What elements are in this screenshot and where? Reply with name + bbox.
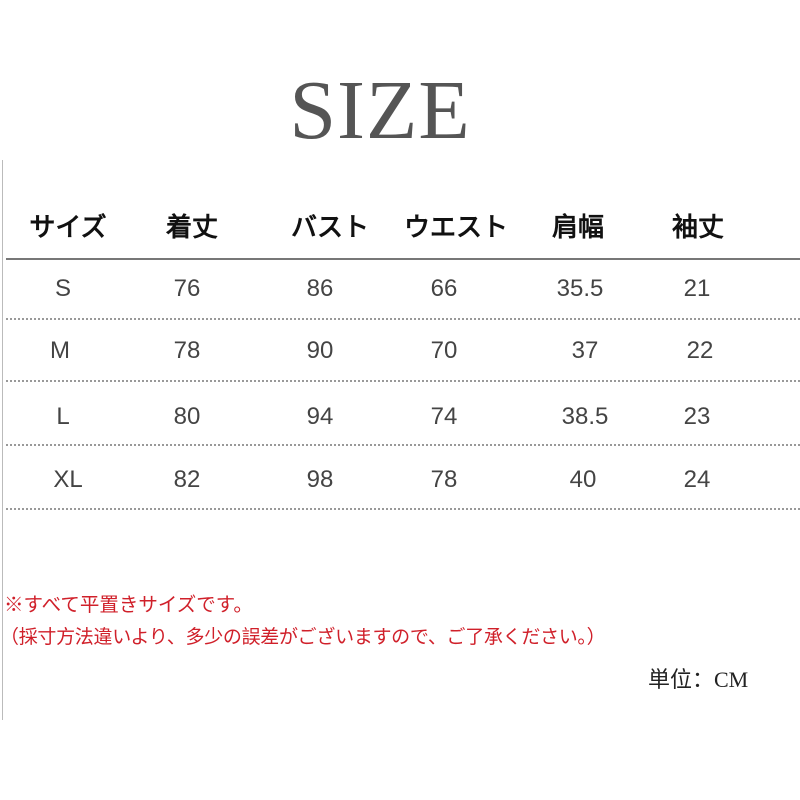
table-cell: 78 [173, 337, 201, 364]
table-cell: 37 [571, 337, 599, 364]
table-cell: L [56, 403, 70, 430]
header-length: 着丈 [165, 213, 218, 243]
note-line-1: ※すべて平置きサイズです。 [4, 595, 253, 616]
header-divider [6, 258, 800, 260]
left-border [2, 160, 3, 720]
row-divider [6, 380, 800, 382]
table-row: XL 82 98 78 40 24 [0, 460, 800, 500]
table-cell: 22 [686, 337, 714, 364]
table-cell: 90 [306, 337, 334, 364]
table-cell: 40 [569, 466, 597, 493]
unit-label: 単位：CM [648, 667, 749, 692]
table-cell: 38.5 [561, 403, 609, 430]
table-cell: 21 [683, 275, 711, 302]
table-cell: 80 [173, 403, 201, 430]
header-size: サイズ [29, 213, 107, 243]
table-cell: M [50, 337, 70, 364]
table-cell: XL [53, 466, 83, 493]
page-title: SIZE [289, 64, 471, 157]
table-cell: 70 [430, 337, 458, 364]
header-waist: ウエスト [403, 213, 508, 243]
row-divider [6, 318, 800, 320]
header-shoulder: 肩幅 [551, 213, 604, 243]
table-cell: S [54, 275, 71, 302]
header-bust: バスト [290, 213, 369, 243]
note-line-2: （採寸方法違いより、多少の誤差がございますので、ご了承ください。） [0, 627, 606, 648]
table-cell: 86 [306, 275, 334, 302]
table-row: M 78 90 70 37 22 [0, 331, 800, 371]
table-cell: 94 [306, 403, 334, 430]
row-divider [6, 508, 800, 510]
table-cell: 74 [430, 403, 458, 430]
table-cell: 98 [306, 466, 334, 493]
row-divider [6, 444, 800, 446]
table-cell: 24 [683, 466, 711, 493]
table-cell: 82 [173, 466, 201, 493]
table-cell: 78 [430, 466, 458, 493]
table-row: L 80 94 74 38.5 23 [0, 397, 800, 437]
table-cell: 66 [430, 275, 458, 302]
table-cell: 23 [683, 403, 711, 430]
table-header: サイズ 着丈 バスト ウエスト 肩幅 袖丈 [0, 208, 800, 248]
header-sleeve: 袖丈 [671, 213, 724, 243]
table-row: S 76 86 66 35.5 21 [0, 269, 800, 309]
table-cell: 76 [173, 275, 201, 302]
table-cell: 35.5 [556, 275, 604, 302]
